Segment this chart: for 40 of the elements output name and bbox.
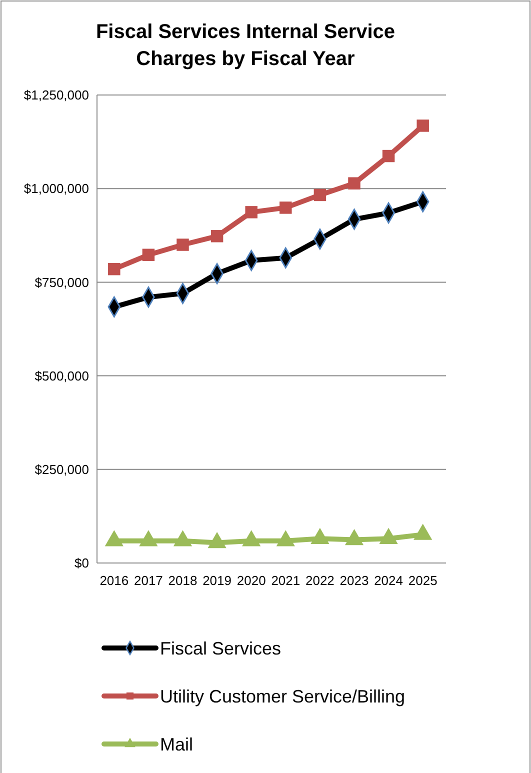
x-tick-label: 2024 (374, 573, 404, 588)
point (414, 524, 432, 540)
y-tick-label: $1,250,000 (24, 88, 89, 103)
point (139, 530, 158, 546)
x-tick-label: 2019 (202, 573, 232, 588)
point (173, 530, 192, 546)
point (142, 248, 155, 261)
chart-title: Fiscal Services Internal Service Charges by Fiscal Year (96, 21, 396, 70)
point (348, 177, 360, 190)
x-tick-label: 2021 (271, 573, 300, 588)
point (210, 230, 224, 242)
point (242, 530, 261, 546)
x-tick-label: 2016 (100, 573, 129, 588)
point (344, 529, 364, 546)
point (208, 532, 226, 548)
x-tick-label: 2020 (236, 573, 266, 588)
point (314, 188, 326, 202)
y-tick-label: $250,000 (34, 462, 89, 477)
point (104, 530, 124, 546)
x-tick-label: 2017 (134, 573, 163, 588)
point (382, 150, 395, 162)
y-tick-label: $1,000,000 (24, 181, 89, 196)
legend-label: Utility Customer Service/Billing (160, 686, 406, 706)
point (276, 530, 295, 546)
x-tick-label: 2023 (340, 573, 369, 588)
point (416, 120, 429, 132)
legend-label: Fiscal Services (160, 638, 282, 658)
x-tick-label: 2025 (408, 573, 438, 588)
y-tick-label: $500,000 (34, 368, 89, 384)
point (108, 262, 120, 276)
x-tick-label: 2022 (305, 573, 334, 588)
y-tick-label: $750,000 (34, 274, 89, 290)
point (379, 528, 398, 544)
legend-label: Mail (160, 734, 194, 754)
point (176, 238, 189, 251)
x-tick-label: 2018 (168, 573, 198, 588)
point (310, 528, 330, 544)
y-tick-label: $0 (74, 556, 89, 571)
point (280, 202, 292, 214)
point (245, 206, 258, 218)
